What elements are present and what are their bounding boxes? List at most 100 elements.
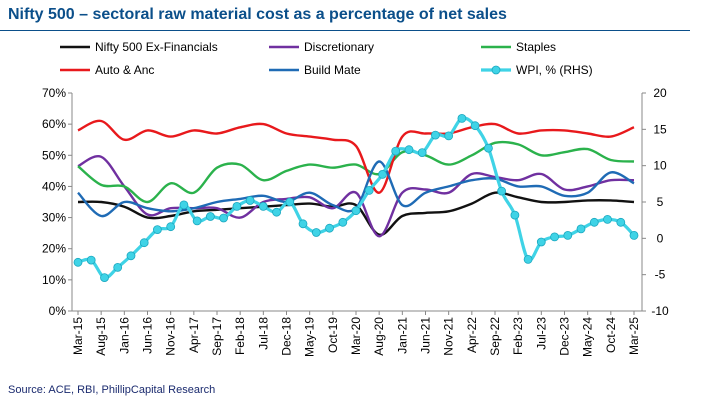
series-line-auto-anc bbox=[77, 119, 635, 194]
x-tick-label: Dec-18 bbox=[280, 317, 294, 356]
y-right-tick-label: -5 bbox=[655, 268, 666, 282]
data-point bbox=[550, 232, 559, 242]
x-tick-label: Jun-21 bbox=[419, 317, 433, 354]
x-tick-label: Dec-23 bbox=[558, 317, 572, 356]
data-point bbox=[616, 217, 626, 227]
legend-label: Staples bbox=[516, 40, 556, 54]
data-point bbox=[325, 223, 334, 233]
series-discretionary bbox=[77, 155, 635, 238]
x-tick-label: Mar-15 bbox=[71, 317, 85, 355]
data-point bbox=[245, 196, 255, 205]
data-point bbox=[603, 214, 612, 224]
data-point bbox=[523, 254, 533, 264]
data-point bbox=[576, 224, 586, 234]
data-point bbox=[391, 146, 401, 156]
x-tick-label: Aug-20 bbox=[372, 317, 386, 356]
x-tick-label: Mar-25 bbox=[627, 317, 641, 355]
data-point bbox=[192, 216, 202, 226]
series-line-wpi-rhs bbox=[77, 116, 636, 280]
series-line-nifty-500-ex-financials bbox=[77, 191, 635, 236]
legend-item-staples: Staples bbox=[481, 40, 556, 54]
data-point bbox=[404, 145, 414, 155]
data-point bbox=[166, 222, 176, 232]
data-point bbox=[351, 206, 361, 216]
x-tick-label: Oct-24 bbox=[604, 317, 618, 353]
x-tick-label: May-19 bbox=[303, 317, 317, 357]
y-right-tick-label: 20 bbox=[653, 86, 667, 100]
legend-item-discretionary: Discretionary bbox=[269, 40, 374, 54]
chart-series bbox=[73, 114, 639, 283]
legend-item-auto-anc: Auto & Anc bbox=[60, 63, 154, 77]
legend-marker bbox=[491, 65, 501, 75]
x-tick-label: Nov-21 bbox=[442, 317, 456, 356]
y-left-tick-label: 40% bbox=[42, 179, 66, 193]
data-point bbox=[285, 197, 295, 207]
x-tick-label: Aug-15 bbox=[94, 317, 108, 356]
x-tick-label: May-24 bbox=[581, 317, 595, 357]
series-line-discretionary bbox=[77, 155, 635, 238]
data-point bbox=[510, 210, 520, 220]
y-left-tick-label: 50% bbox=[42, 148, 66, 162]
y-right-tick-label: 15 bbox=[653, 122, 667, 136]
legend-label: Nifty 500 Ex-Financials bbox=[95, 40, 218, 54]
series-nifty-500-ex-financials bbox=[77, 191, 635, 236]
legend-label: Build Mate bbox=[304, 63, 361, 77]
x-tick-label: Sep-22 bbox=[488, 317, 502, 356]
data-point bbox=[338, 217, 348, 227]
y-right-tick-label: 5 bbox=[657, 195, 664, 209]
legend-item-wpi-rhs: WPI, % (RHS) bbox=[481, 63, 593, 77]
y-right-tick-label: -10 bbox=[651, 304, 669, 318]
x-tick-label: Sep-17 bbox=[210, 317, 224, 356]
series-line-staples bbox=[77, 140, 635, 204]
chart-title: Nifty 500 – sectoral raw material cost a… bbox=[8, 6, 507, 23]
x-tick-label: Apr-22 bbox=[465, 317, 479, 353]
data-point bbox=[113, 262, 123, 272]
legend-item-nifty-500-ex-financials: Nifty 500 Ex-Financials bbox=[60, 40, 218, 54]
data-point bbox=[497, 186, 507, 196]
data-point bbox=[179, 200, 189, 210]
data-point bbox=[100, 273, 109, 283]
y-left-tick-label: 0% bbox=[49, 304, 67, 318]
x-tick-label: Oct-19 bbox=[326, 317, 340, 353]
x-tick-label: Jan-16 bbox=[117, 317, 131, 354]
legend-label: WPI, % (RHS) bbox=[516, 63, 593, 77]
y-right-tick-label: 0 bbox=[657, 231, 664, 245]
x-tick-label: Jul-23 bbox=[534, 317, 548, 350]
x-tick-label: Jun-16 bbox=[141, 317, 155, 354]
y-left-tick-label: 30% bbox=[42, 211, 66, 225]
x-tick-label: Feb-23 bbox=[511, 317, 525, 355]
x-tick-label: Feb-18 bbox=[233, 317, 247, 355]
data-point bbox=[417, 148, 427, 158]
data-point bbox=[589, 217, 599, 227]
data-point bbox=[364, 185, 374, 195]
x-tick-label: Nov-16 bbox=[164, 317, 178, 356]
y-left-tick-label: 70% bbox=[42, 86, 66, 100]
data-point bbox=[219, 213, 229, 223]
x-tick-label: Mar-20 bbox=[349, 317, 363, 355]
series-auto-anc bbox=[77, 119, 635, 194]
data-point bbox=[311, 228, 321, 237]
data-point bbox=[444, 131, 454, 141]
data-point bbox=[629, 230, 639, 240]
title-divider bbox=[0, 30, 690, 31]
chart-plot: Nifty 500 Ex-Financials Discretionary Stap… bbox=[42, 40, 669, 357]
legend-label: Discretionary bbox=[304, 40, 374, 54]
data-point bbox=[457, 114, 467, 123]
data-point bbox=[272, 207, 282, 217]
data-point bbox=[536, 237, 546, 247]
data-point bbox=[86, 255, 96, 265]
legend-item-build-mate: Build Mate bbox=[269, 63, 361, 77]
data-point bbox=[139, 238, 149, 248]
data-point bbox=[258, 201, 268, 211]
data-point bbox=[470, 121, 480, 131]
data-point bbox=[563, 230, 573, 240]
data-point bbox=[126, 251, 136, 261]
y-left-tick-label: 20% bbox=[42, 242, 66, 256]
y-left-tick-label: 60% bbox=[42, 117, 66, 131]
y-left-tick-label: 10% bbox=[42, 273, 66, 287]
data-point bbox=[152, 225, 162, 235]
data-point bbox=[483, 143, 493, 153]
x-tick-label: Apr-17 bbox=[187, 317, 201, 353]
chart-legend: Nifty 500 Ex-Financials Discretionary Stap… bbox=[60, 40, 593, 77]
legend-label: Auto & Anc bbox=[95, 63, 154, 77]
